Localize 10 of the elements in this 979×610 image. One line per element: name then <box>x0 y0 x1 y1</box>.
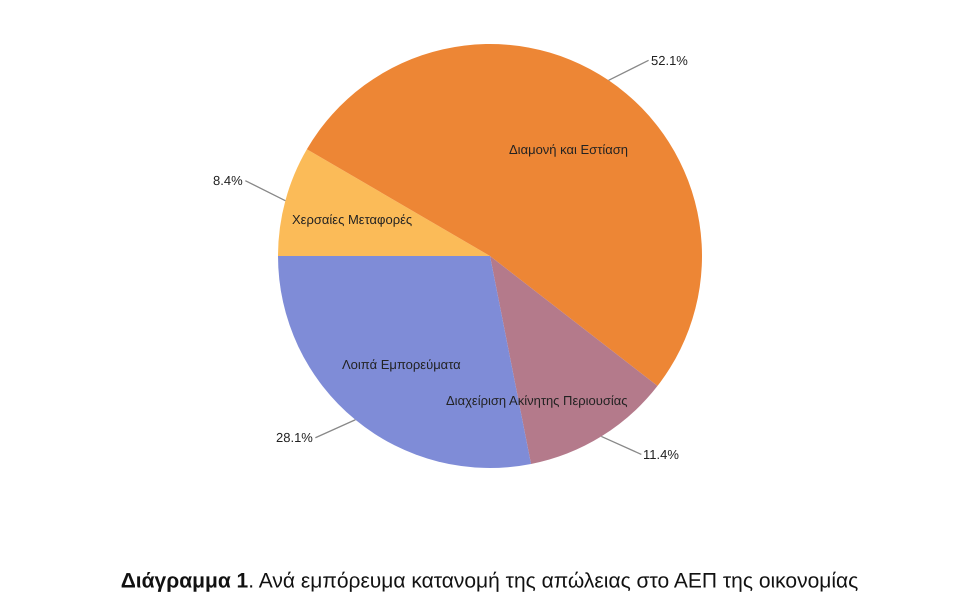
slice-label: Λοιπά Εμπορεύματα <box>342 357 462 372</box>
data-label: 52.1% <box>651 53 688 68</box>
text: Διάγραμμα 1. Ανά εμπόρευμα κατανομή της απώλειας στο ΑΕΠ της οικονομίας <box>120 569 858 592</box>
data-label: 11.4% <box>643 447 680 462</box>
pie-slice <box>278 149 490 256</box>
data-label: 28.1% <box>276 430 314 445</box>
slice-label: Διαμονή και Εστίαση <box>509 142 628 157</box>
data-label: 8.4% <box>213 173 244 188</box>
slice-label: Διαχείριση Ακίνητης Περιουσίας <box>446 393 628 408</box>
slice-label: Χερσαίες Μεταφορές <box>292 212 412 227</box>
